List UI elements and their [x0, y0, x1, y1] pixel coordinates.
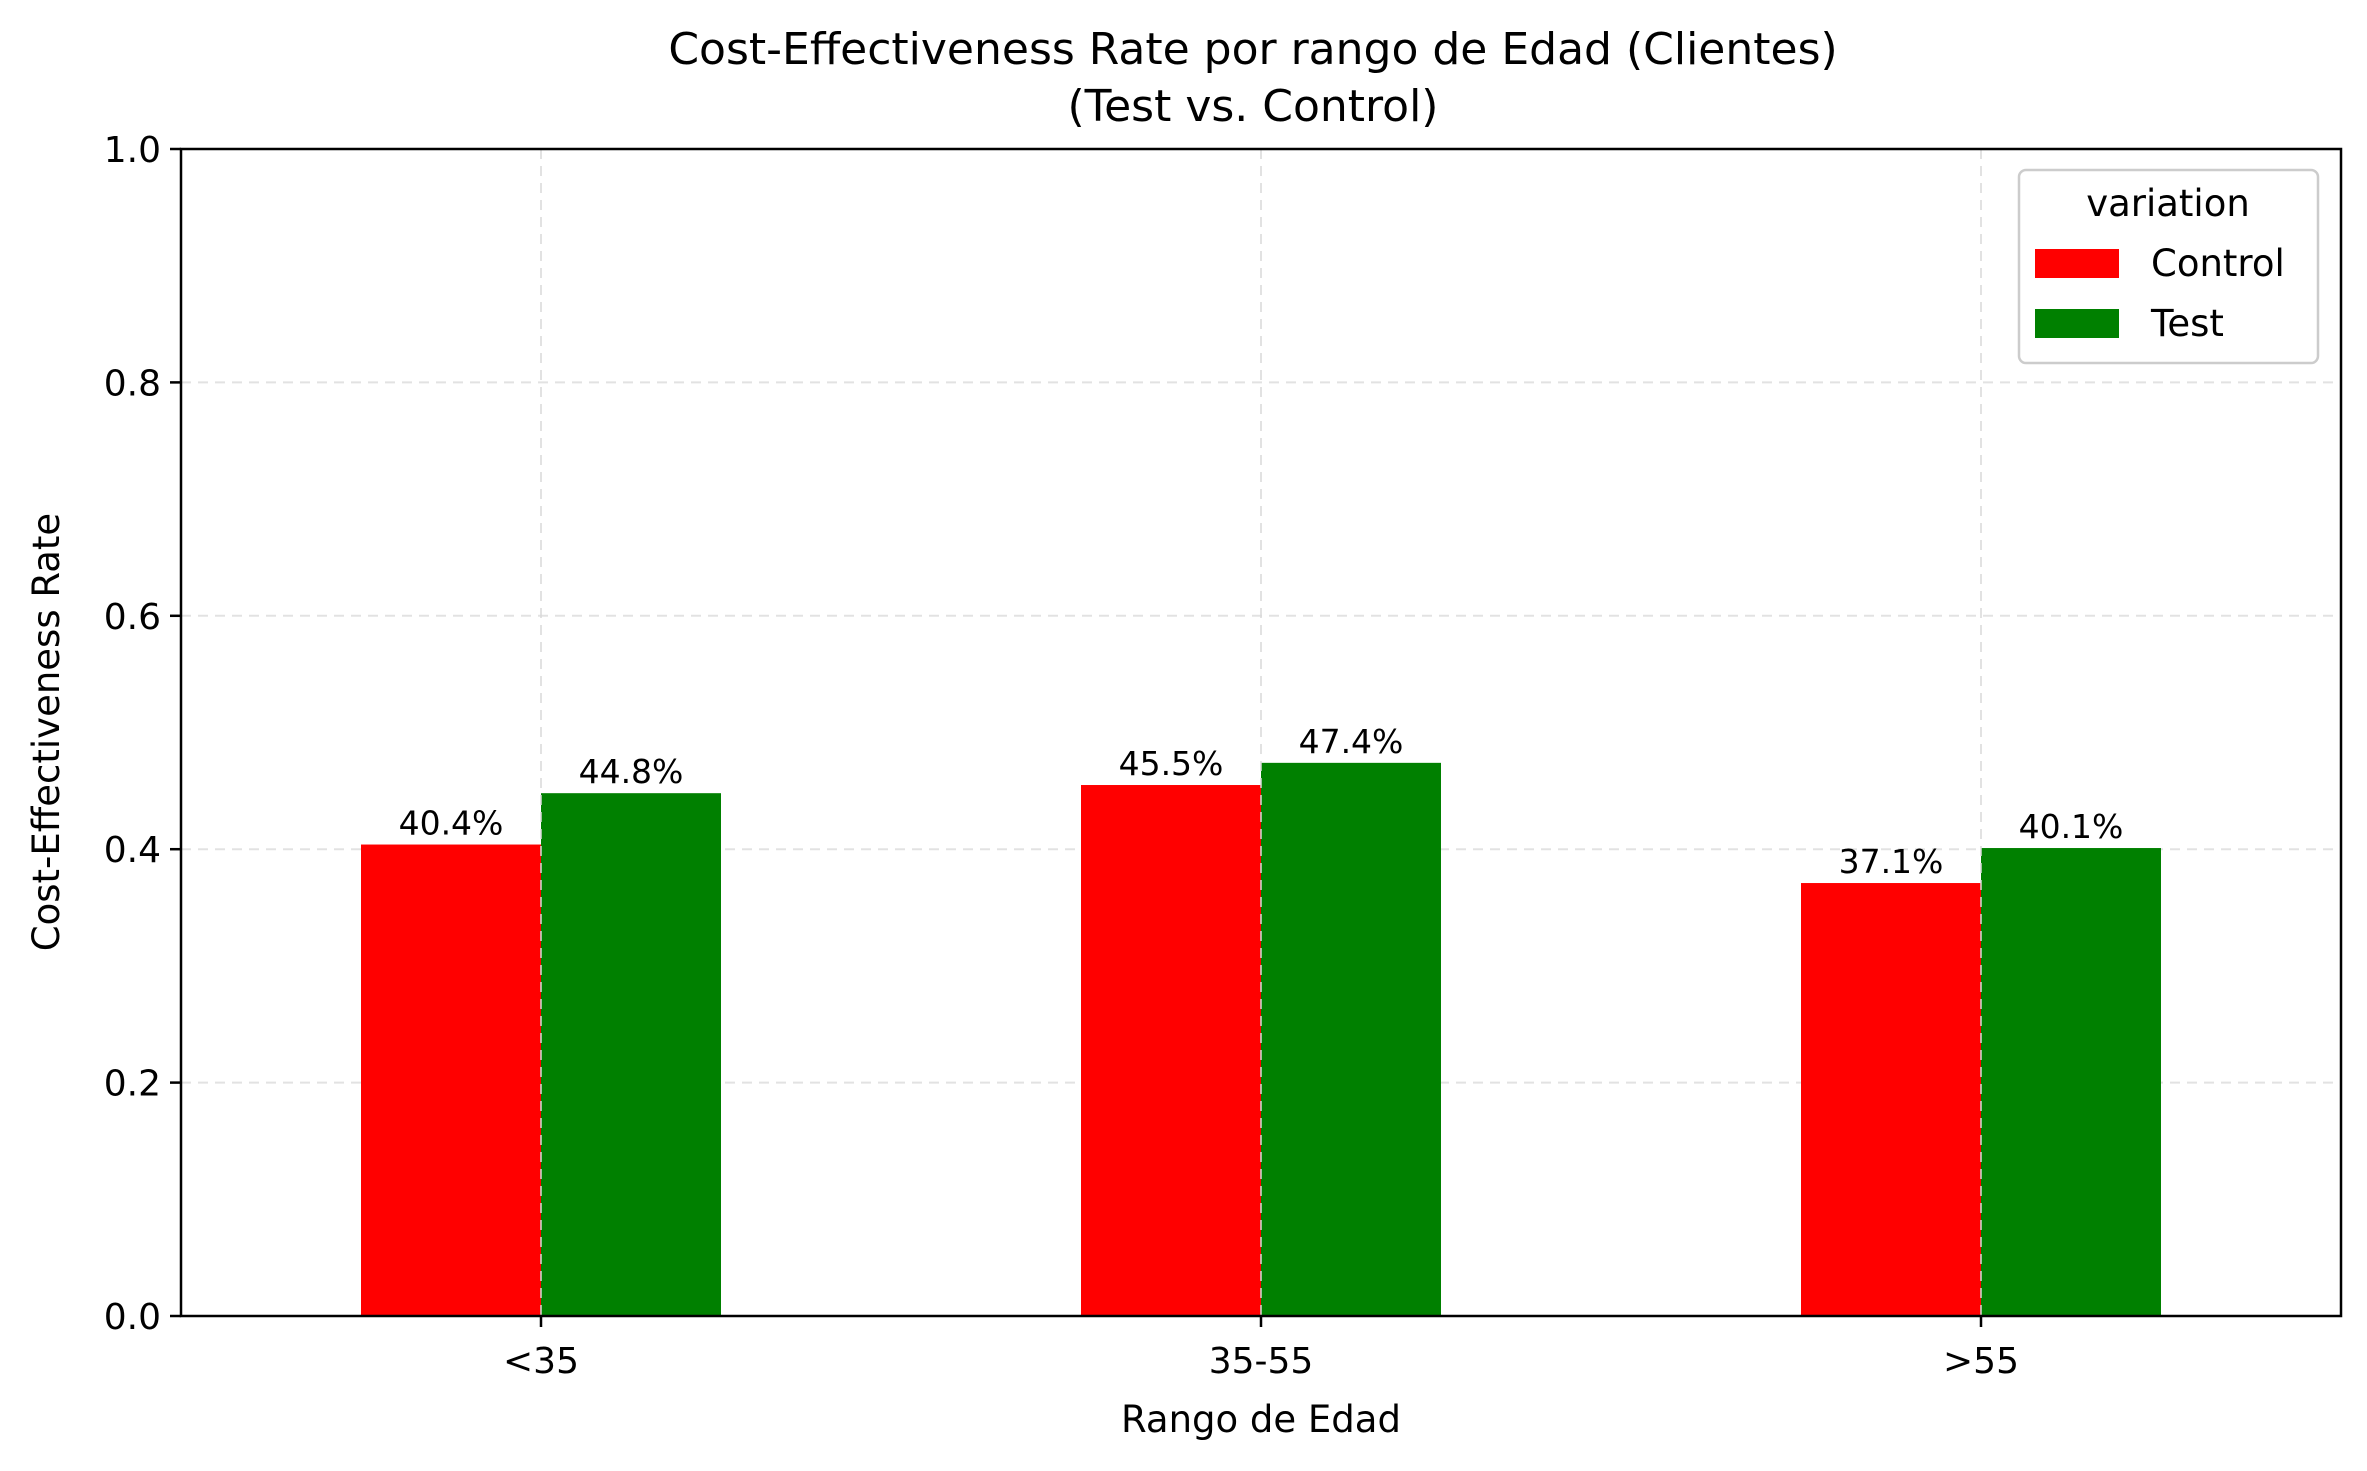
- data-labels: 40.4% 45.5% 37.1% 44.8% 47.4% 40.1%: [399, 149, 2124, 1316]
- x-axis-label: Rango de Edad: [1121, 1398, 1401, 1441]
- legend-label-control: Control: [2151, 242, 2285, 285]
- x-axis-ticks: <35 35-55 >55: [503, 1316, 2019, 1382]
- x-tick-label: <35: [503, 1341, 579, 1382]
- y-tick-label: 0.4: [104, 830, 161, 871]
- legend-title: variation: [2086, 182, 2250, 225]
- bar-control-2: [1801, 883, 1981, 1316]
- y-axis-label: Cost-Effectiveness Rate: [25, 513, 68, 951]
- bar-test-0: [541, 793, 721, 1316]
- y-tick-label: 0.2: [104, 1064, 161, 1105]
- legend-swatch-test: [2035, 309, 2119, 338]
- y-tick-label: 0.6: [104, 597, 161, 638]
- data-label: 44.8%: [579, 752, 684, 791]
- y-tick-label: 0.8: [104, 363, 161, 404]
- x-tick-label: 35-55: [1209, 1341, 1314, 1382]
- legend-swatch-control: [2035, 249, 2119, 278]
- bar-test-2: [1981, 848, 2161, 1316]
- legend-entries: Control Test: [2035, 242, 2285, 345]
- bar-control-1: [1081, 785, 1261, 1316]
- bar-test-1: [1261, 762, 1441, 1316]
- bar-control-0: [361, 844, 541, 1316]
- legend-label-test: Test: [2150, 302, 2224, 345]
- data-label: 37.1%: [1839, 842, 1944, 881]
- y-axis-ticks: 0.0 0.2 0.4 0.6 0.8 1.0: [104, 130, 181, 1338]
- data-label: 40.4%: [399, 804, 504, 843]
- y-tick-label: 1.0: [104, 130, 161, 171]
- chart-subtitle: (Test vs. Control): [1068, 81, 1439, 132]
- legend: variation Control Test: [2017, 168, 2320, 365]
- chart-title: Cost-Effectiveness Rate por rango de Eda…: [668, 24, 1837, 75]
- bars: [361, 762, 2161, 1316]
- data-label: 47.4%: [1299, 722, 1404, 761]
- x-tick-label: >55: [1943, 1341, 2019, 1382]
- data-label: 40.1%: [2019, 807, 2124, 846]
- y-tick-label: 0.0: [104, 1297, 161, 1338]
- data-label: 45.5%: [1119, 744, 1224, 783]
